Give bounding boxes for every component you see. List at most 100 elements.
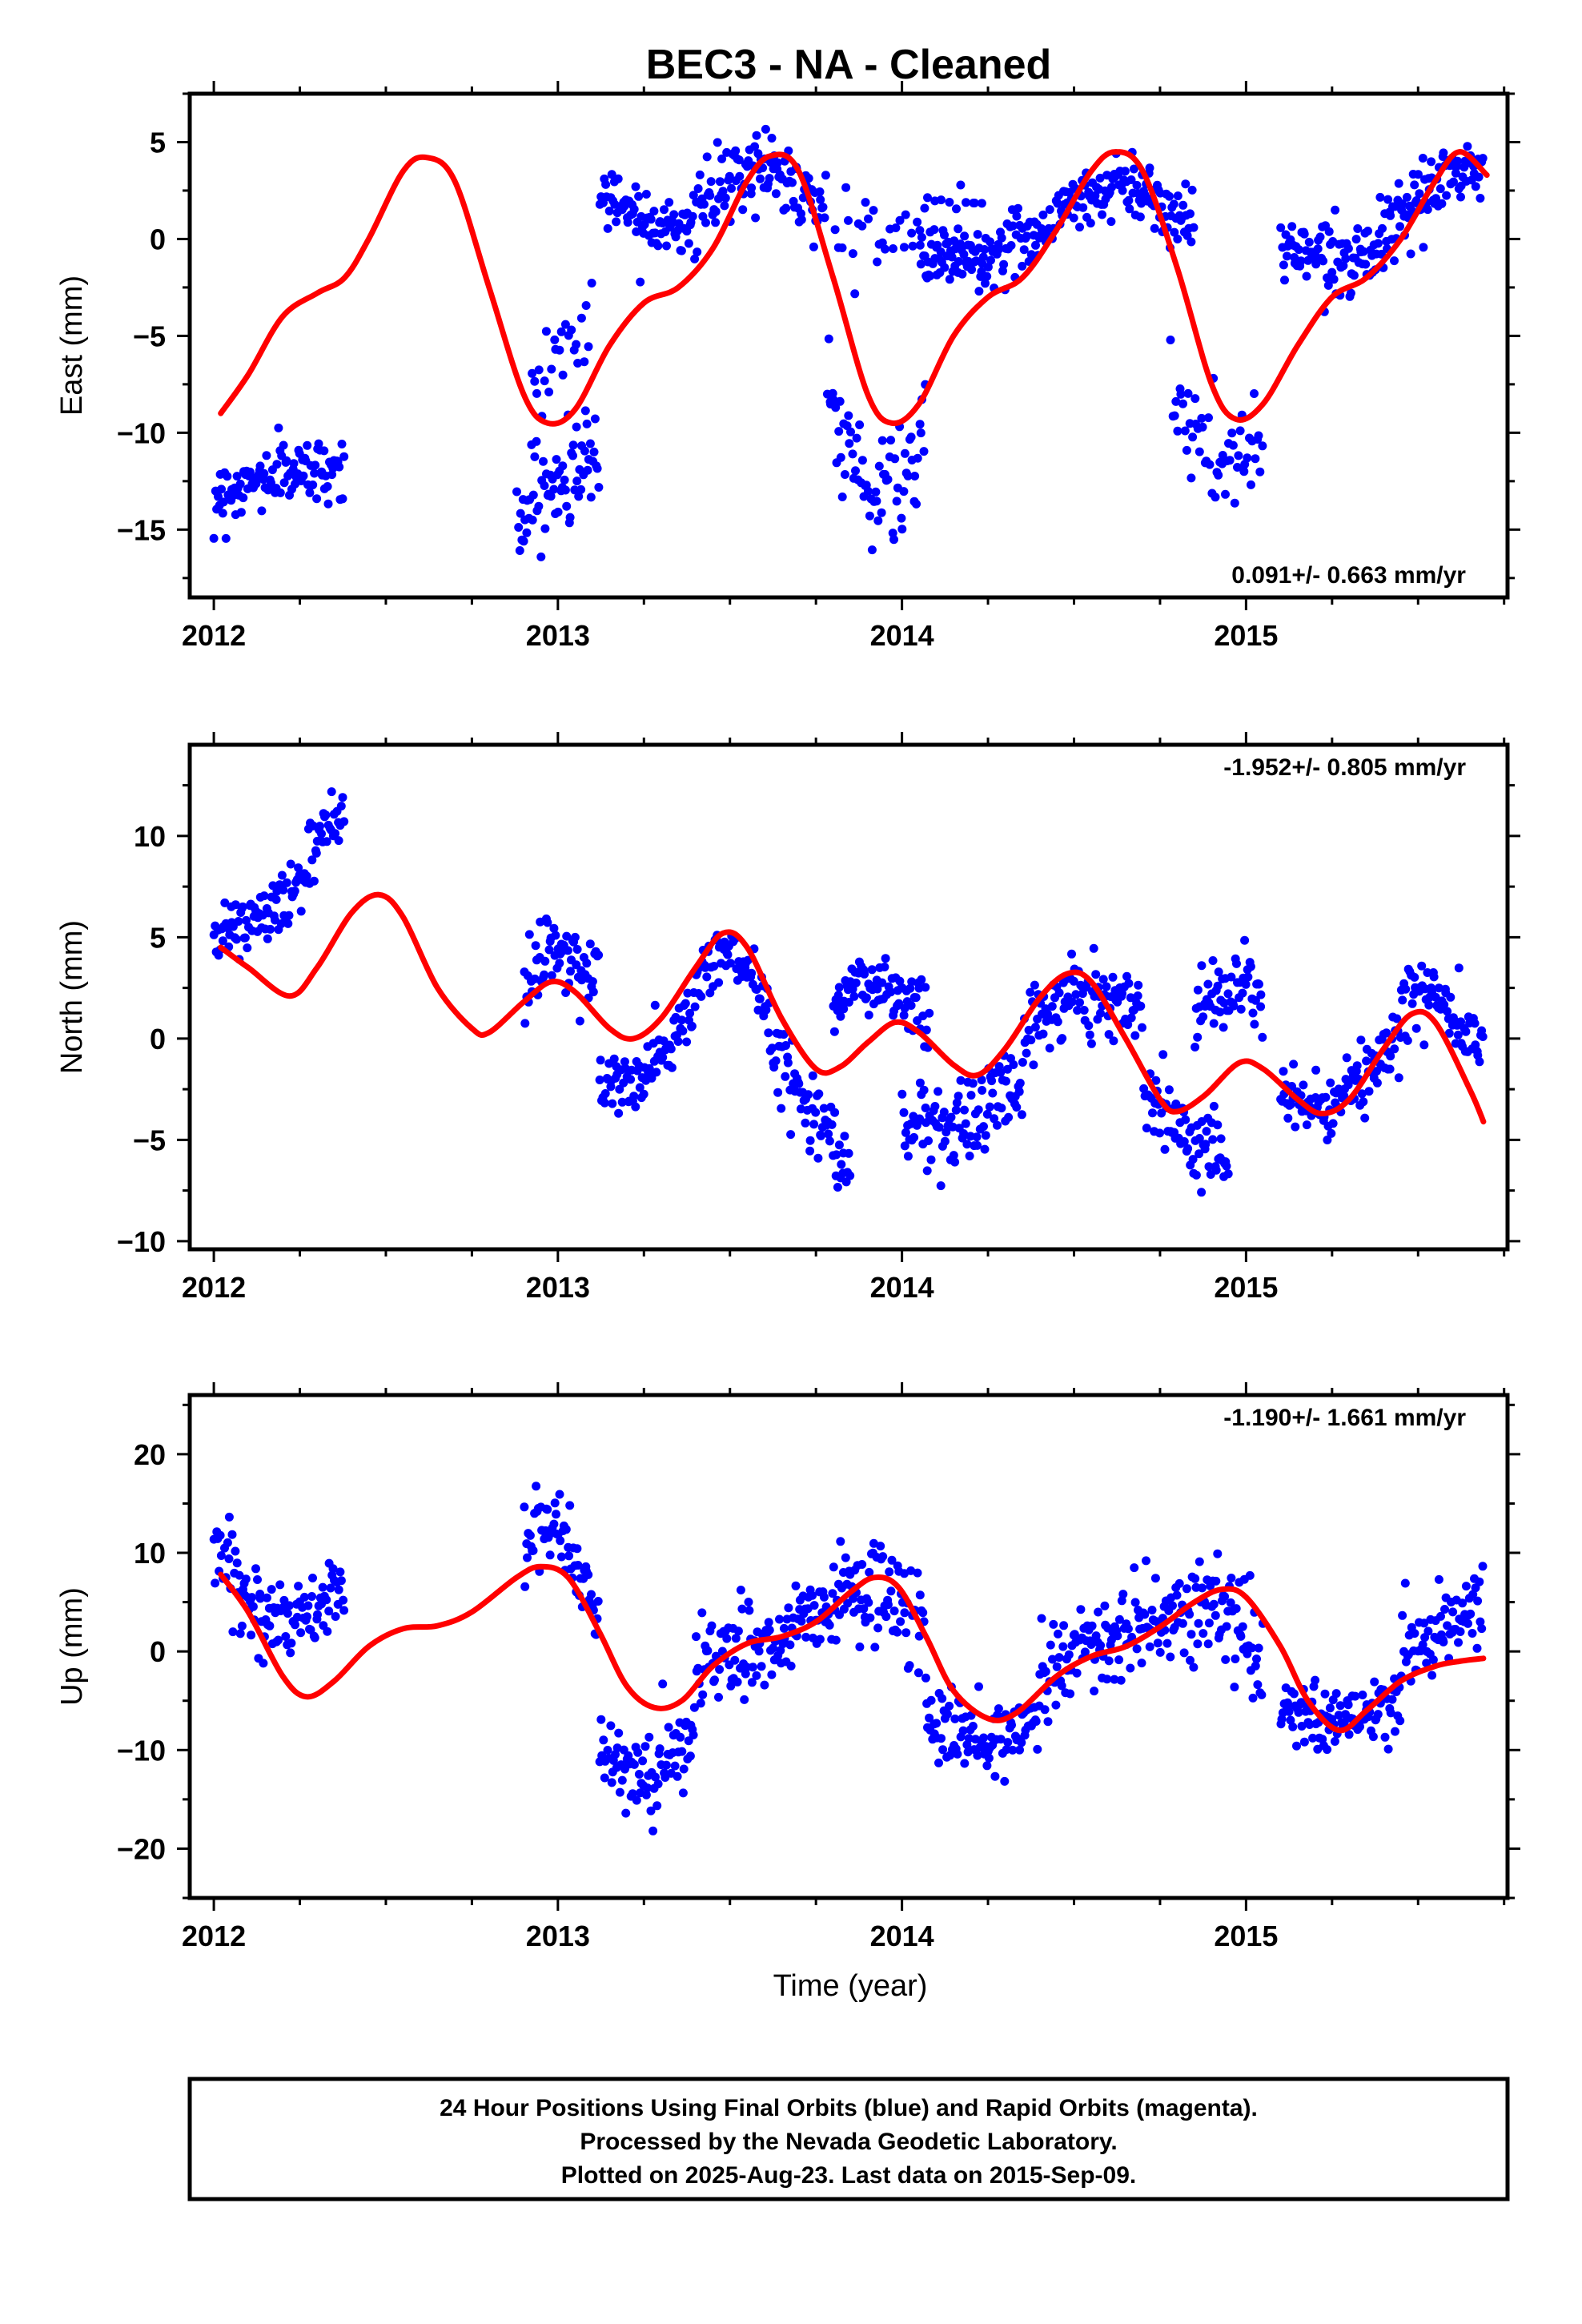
data-point (283, 1609, 292, 1618)
data-point (653, 1779, 663, 1789)
data-point (1352, 1061, 1362, 1071)
data-point (1166, 1652, 1175, 1662)
data-point (978, 252, 988, 262)
data-point (560, 475, 569, 485)
data-point (1211, 493, 1220, 502)
data-point (922, 1166, 932, 1176)
data-point (1255, 467, 1265, 476)
data-point (532, 1482, 541, 1491)
data-point (232, 935, 241, 944)
data-point (1090, 191, 1100, 200)
data-point (629, 204, 639, 214)
data-point (603, 1746, 612, 1755)
data-point (1478, 154, 1488, 163)
data-point (540, 524, 550, 533)
data-point (981, 1131, 990, 1140)
data-point (1054, 988, 1064, 998)
data-point (279, 440, 288, 450)
data-point (954, 1092, 963, 1101)
data-point (275, 1580, 285, 1590)
data-point (824, 334, 833, 344)
data-point (937, 195, 946, 205)
data-point (1461, 1027, 1471, 1036)
data-point (915, 1590, 925, 1600)
data-point (977, 1076, 986, 1084)
data-point (600, 1098, 609, 1108)
east-rate-label: 0.091+/- 0.663 mm/yr (1231, 562, 1466, 589)
data-point (259, 891, 269, 901)
data-point (572, 340, 581, 349)
data-point (1449, 177, 1458, 187)
north-panel: 2012 2013 2014 2015 −10 −5 0 5 10 North (mm) -1.95… (55, 732, 1520, 1304)
data-point (1458, 1598, 1468, 1608)
x-tick-label: 2015 (1214, 619, 1278, 652)
footer-line-1: 24 Hour Positions Using Final Orbits (bl… (440, 2095, 1258, 2121)
data-point (890, 454, 900, 464)
data-point (1195, 447, 1204, 456)
x-tick-label: 2014 (870, 1920, 934, 1952)
data-point (827, 1120, 837, 1129)
data-point (693, 247, 702, 257)
data-point (1320, 1689, 1330, 1699)
x-tick-label: 2015 (1214, 1920, 1278, 1952)
data-point (1325, 1703, 1335, 1713)
data-point (551, 931, 560, 940)
data-point (1209, 1599, 1219, 1609)
data-point (1362, 1056, 1371, 1066)
data-point (1015, 1079, 1025, 1088)
data-point (973, 1751, 982, 1760)
data-point (550, 335, 560, 344)
data-point (980, 1144, 990, 1154)
data-point (673, 1037, 683, 1046)
data-point (769, 1643, 777, 1653)
data-point (1204, 1162, 1214, 1172)
data-point (797, 215, 806, 224)
data-point (232, 1558, 242, 1568)
x-tick-label: 2014 (870, 619, 934, 652)
data-point (1283, 1113, 1293, 1123)
data-point (880, 963, 889, 971)
data-point (720, 201, 729, 211)
data-point (296, 1628, 306, 1638)
data-point (588, 987, 598, 997)
data-point (514, 523, 524, 532)
data-point (1343, 1700, 1353, 1710)
data-point (921, 1673, 930, 1683)
data-point (820, 213, 829, 223)
data-point (954, 257, 963, 266)
data-point (1443, 1621, 1452, 1630)
up-rate-label: -1.190+/- 1.661 mm/yr (1223, 1405, 1466, 1431)
data-point (528, 515, 537, 525)
data-point (921, 983, 930, 992)
data-point (845, 1171, 855, 1180)
data-point (864, 1598, 873, 1607)
data-point (335, 462, 344, 472)
data-point (221, 533, 231, 543)
y-tick-label: 5 (150, 921, 166, 954)
data-point (1251, 995, 1260, 1005)
data-point (1231, 1655, 1240, 1663)
data-point (840, 1132, 849, 1141)
data-point (689, 191, 698, 200)
data-point (945, 275, 954, 284)
data-point (1230, 498, 1239, 508)
data-point (1211, 1610, 1220, 1620)
data-point (891, 223, 901, 232)
data-point (646, 1806, 656, 1815)
data-point (1222, 1161, 1231, 1171)
data-point (565, 513, 575, 522)
data-point (1002, 1076, 1010, 1086)
data-point (1243, 453, 1252, 463)
data-point (834, 1140, 844, 1150)
data-point (760, 1680, 769, 1690)
data-point (970, 199, 979, 207)
data-point (1226, 1598, 1235, 1607)
data-point (1227, 972, 1236, 982)
data-point (1155, 1647, 1165, 1657)
data-point (869, 206, 878, 215)
data-point (839, 1004, 849, 1014)
data-point (1108, 972, 1118, 982)
data-point (779, 1030, 789, 1039)
data-point (1053, 1017, 1062, 1027)
data-point (682, 1037, 692, 1047)
